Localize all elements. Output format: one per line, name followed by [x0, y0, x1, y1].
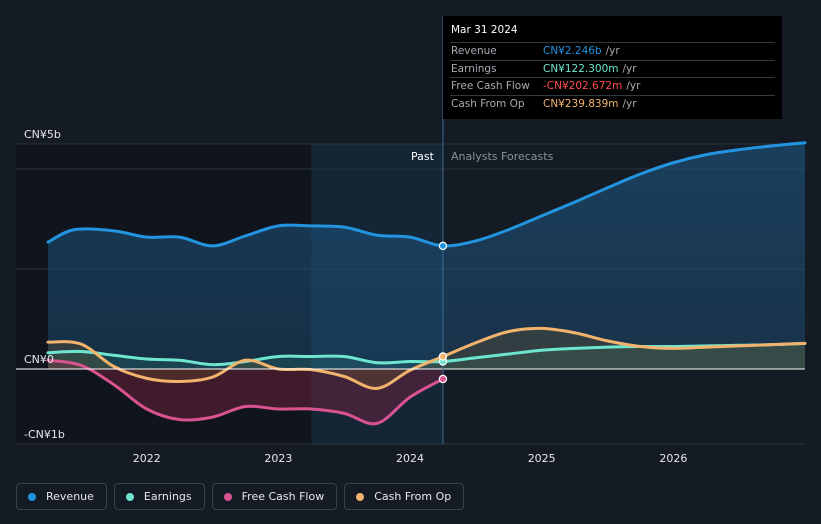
tooltip-value: -CN¥202.672m — [543, 80, 623, 92]
tooltip-date: Mar 31 2024 — [450, 24, 775, 43]
legend-item-cash-from-op[interactable]: Cash From Op — [344, 483, 465, 510]
line-revenue — [46, 141, 807, 248]
legend-dot-icon — [223, 492, 232, 501]
tooltip-value: CN¥2.246b — [543, 45, 602, 57]
tooltip-unit: /yr — [622, 97, 637, 110]
tooltip-row-earnings: Earnings CN¥122.300m /yr — [450, 61, 775, 78]
tooltip-unit: /yr — [605, 45, 620, 57]
legend-label: Free Cash Flow — [241, 490, 325, 503]
legend-item-revenue[interactable]: Revenue — [16, 483, 107, 510]
tooltip: Mar 31 2024 Revenue CN¥2.246b /yr Earnin… — [443, 16, 782, 119]
tooltip-unit: /yr — [622, 62, 637, 75]
x-tick-label: 2023 — [264, 452, 292, 465]
tooltip-label: Free Cash Flow — [451, 80, 530, 92]
line-cash-from-op — [46, 326, 807, 390]
tooltip-label: Revenue — [451, 45, 497, 57]
y-axis-labels: CN¥5b CN¥0 -CN¥1b — [24, 128, 65, 441]
past-label: Past — [411, 150, 435, 163]
line-free-cash-flow — [46, 358, 445, 426]
marker-free-cash-flow — [438, 374, 448, 384]
y-tick-label: CN¥5b — [24, 128, 61, 141]
legend-label: Revenue — [46, 490, 94, 503]
legend-dot-icon — [28, 492, 36, 501]
x-tick-label: 2026 — [659, 452, 687, 465]
legend-item-earnings[interactable]: Earnings — [113, 483, 205, 510]
legend-label: Cash From Op — [374, 490, 452, 503]
y-tick-label: -CN¥1b — [24, 428, 65, 441]
y-tick-label: CN¥0 — [24, 353, 54, 366]
legend: Revenue Earnings Free Cash Flow Cash Fro… — [16, 483, 465, 510]
tooltip-label: Earnings — [451, 62, 497, 75]
legend-dot-icon — [125, 492, 134, 501]
area-revenue — [48, 142, 805, 369]
tooltip-value: CN¥239.839m — [543, 97, 619, 110]
x-tick-label: 2024 — [396, 452, 424, 465]
series-markers — [438, 241, 448, 384]
x-tick-label: 2022 — [133, 452, 161, 465]
series-lines — [46, 141, 807, 426]
marker-cash-from-op — [438, 352, 448, 361]
x-axis-labels: 2022 2023 2024 2025 2026 — [133, 452, 688, 465]
legend-label: Earnings — [143, 490, 192, 503]
tooltip-unit: /yr — [626, 80, 641, 92]
tooltip-value: CN¥122.300m — [543, 62, 619, 75]
legend-dot-icon — [356, 492, 365, 501]
forecast-label: Analysts Forecasts — [451, 150, 554, 163]
tooltip-row-cash-from-op: Cash From Op CN¥239.839m /yr — [450, 96, 775, 113]
x-tick-label: 2025 — [528, 452, 556, 465]
tooltip-row-free-cash-flow: Free Cash Flow -CN¥202.672m /yr — [450, 78, 775, 96]
legend-item-free-cash-flow[interactable]: Free Cash Flow — [211, 483, 338, 510]
tooltip-label: Cash From Op — [451, 97, 525, 110]
tooltip-row-revenue: Revenue CN¥2.246b /yr — [450, 43, 775, 61]
marker-revenue — [438, 241, 448, 251]
